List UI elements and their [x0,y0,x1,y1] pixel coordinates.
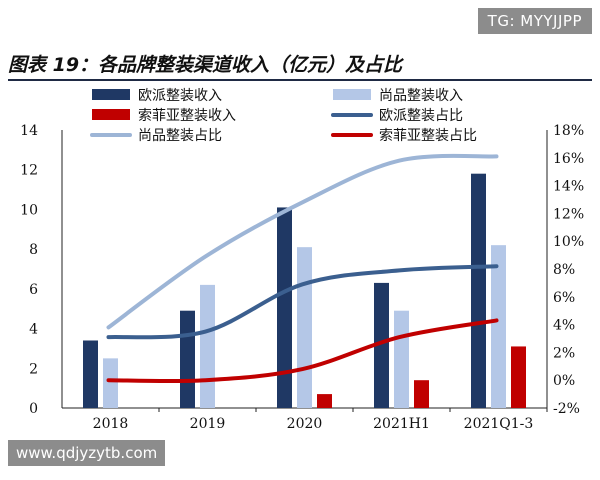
watermark-bottom: www.qdjyzytb.com [8,440,166,466]
y-left-tick-label: 12 [20,163,38,179]
y-right-tick-label: 16% [553,151,584,167]
y-left-tick-label: 6 [29,282,38,298]
y-left-tick-label: 2 [29,361,38,377]
legend-label-索菲亚整装占比: 索菲亚整装占比 [379,127,477,144]
legend-label-尚品整装占比: 尚品整装占比 [138,128,222,144]
line-索菲亚整装占比 [106,318,499,384]
bar-欧派整装收入-2019 [180,310,195,408]
y-right-tick-label: 6% [553,290,575,306]
bar-尚品整装收入-2018 [103,358,118,408]
y-left-tick-label: 8 [29,242,38,258]
y-right-tick-label: 18% [553,123,584,139]
bars-group [83,173,526,408]
x-tick-label: 2018 [93,416,129,432]
x-tick-label: 2021Q1-3 [464,416,534,432]
y-right-tick-label: 2% [553,345,575,361]
y-right-tick-label: 12% [553,206,584,222]
line-尚品整装占比 [106,153,499,330]
y-right-tick-label: 4% [553,318,575,334]
x-tick-label: 2019 [190,416,226,432]
bar-索菲亚整装收入-2021Q1-3 [511,346,526,408]
watermark-top: TG: MYYJJPP [477,8,592,34]
lines-group [106,153,499,384]
line-欧派整装占比 [106,264,499,340]
legend-label-尚品整装收入: 尚品整装收入 [379,88,463,104]
x-tick-label: 2020 [287,416,323,432]
y-right-tick-label: 10% [553,234,584,250]
bar-欧派整装收入-2020 [277,207,292,408]
bar-索菲亚整装收入-2021H1 [414,380,429,408]
legend-swatch-尚品整装收入 [333,89,371,100]
legend-label-欧派整装占比: 欧派整装占比 [379,108,463,124]
bar-欧派整装收入-2021H1 [374,282,389,408]
ticks-group: 0 2 4 6 8 10 12 14 -2% 0% 2% 4% 6% 8% 10% 12% 14% 16% 18% 2… [20,123,584,432]
bar-尚品整装收入-2019 [200,284,215,408]
legend-label-索菲亚整装收入: 索菲亚整装收入 [138,107,236,124]
y-left-tick-label: 14 [20,123,38,139]
title-divider [8,79,592,81]
bar-欧派整装收入-2021Q1-3 [471,173,486,408]
legend-swatch-欧派整装收入 [92,89,130,100]
bar-尚品整装收入-2020 [297,247,312,408]
legend-label-欧派整装收入: 欧派整装收入 [138,88,222,104]
chart-title: 图表 19：各品牌整装渠道收入（亿元）及占比 [8,54,403,76]
bar-尚品整装收入-2021Q1-3 [491,245,506,408]
legend-swatch-索菲亚整装收入 [92,109,130,120]
y-right-tick-label: -2% [553,401,580,417]
y-left-tick-label: 10 [20,202,38,218]
bar-索菲亚整装收入-2020 [317,394,332,408]
y-right-tick-label: 8% [553,262,575,278]
y-right-tick-label: 14% [553,179,584,195]
y-right-tick-label: 0% [553,373,575,389]
y-left-tick-label: 0 [29,401,38,417]
x-tick-label: 2021H1 [373,416,430,432]
y-left-tick-label: 4 [29,322,38,338]
bar-欧派整装收入-2018 [83,340,98,408]
bar-尚品整装收入-2021H1 [394,310,409,408]
